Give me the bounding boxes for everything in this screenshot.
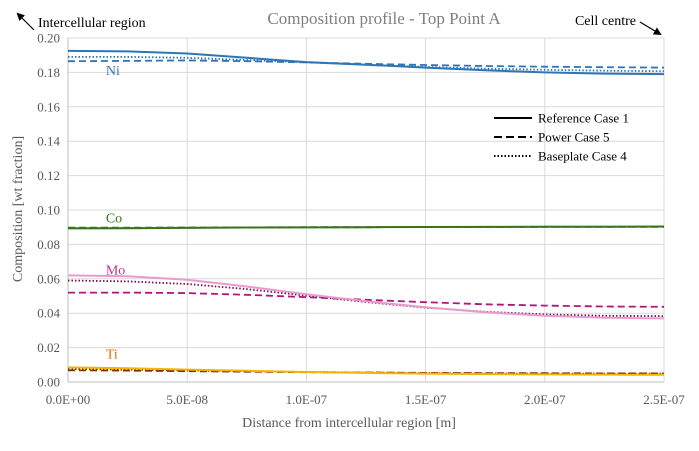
series-lines <box>67 49 665 376</box>
y-tick-label: 0.06 <box>37 271 60 286</box>
y-tick-label: 0.08 <box>37 237 60 252</box>
y-tick-label: 0.02 <box>37 340 60 355</box>
element-labels: Ni Co Mo Ti <box>106 64 125 363</box>
left-arrow-icon <box>16 12 35 31</box>
x-axis-ticks: 0.0E+00 5.0E-08 1.0E-07 1.5E-07 2.0E-07 2.5E-… <box>46 392 686 407</box>
y-axis-ticks: 0.00 0.02 0.04 0.06 0.08 0.10 0.12 0.14 0.16 0.18… <box>37 31 60 390</box>
x-axis-title: Distance from intercellular region [m] <box>242 416 456 431</box>
element-label-mo: Mo <box>106 263 125 278</box>
cell-centre-label: Cell centre <box>575 14 636 29</box>
y-tick-label: 0.04 <box>37 306 60 321</box>
legend: Reference Case 1 Power Case 5 Baseplate Ca… <box>494 111 629 164</box>
x-tick-label: 1.0E-07 <box>286 392 328 407</box>
chart-title: Composition profile - Top Point A <box>267 9 501 28</box>
y-tick-label: 0.18 <box>37 65 60 80</box>
x-tick-label: 0.0E+00 <box>46 392 91 407</box>
y-tick-label: 0.14 <box>37 134 60 149</box>
legend-entry-label: Reference Case 1 <box>538 111 629 126</box>
x-tick-label: 5.0E-08 <box>166 392 208 407</box>
y-tick-label: 0.16 <box>37 99 60 114</box>
grid <box>67 37 665 383</box>
legend-entry-label: Power Case 5 <box>538 130 610 145</box>
element-label-ti: Ti <box>106 348 118 363</box>
intercellular-region-label: Intercellular region <box>38 16 146 31</box>
element-label-ni: Ni <box>106 64 120 79</box>
series-line-mo-dotted <box>67 279 665 317</box>
element-label-co: Co <box>106 212 122 227</box>
y-tick-label: 0.20 <box>37 31 60 46</box>
y-tick-label: 0.12 <box>37 168 60 183</box>
series-line-mo-solid <box>67 274 665 320</box>
series-line-mo-dashed <box>68 291 665 308</box>
right-arrow-icon <box>639 21 662 36</box>
intercellular-region-annotation: Intercellular region <box>16 12 146 31</box>
x-tick-label: 2.0E-07 <box>524 392 566 407</box>
series-line-co-solid <box>67 225 665 230</box>
cell-centre-annotation: Cell centre <box>575 14 662 36</box>
x-tick-label: 2.5E-07 <box>643 392 685 407</box>
x-tick-label: 1.5E-07 <box>405 392 447 407</box>
series-line-ni-solid <box>67 49 665 76</box>
y-tick-label: 0.10 <box>37 203 60 218</box>
series-line-ti-solid <box>67 366 665 376</box>
legend-entry-label: Baseplate Case 4 <box>538 149 627 164</box>
y-tick-label: 0.00 <box>37 375 60 390</box>
y-axis-title: Composition [wt fraction] <box>11 136 26 282</box>
